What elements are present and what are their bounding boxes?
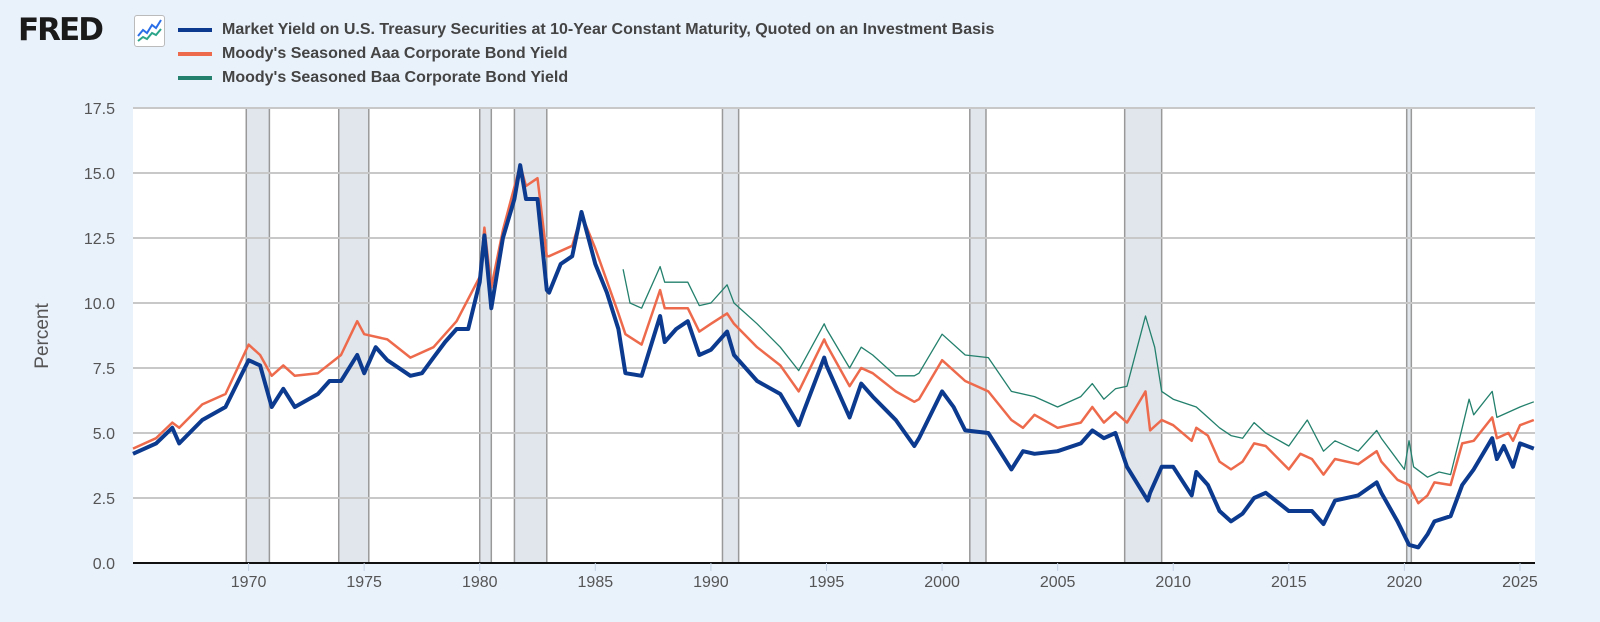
legend-label: Moody's Seasoned Baa Corporate Bond Yiel… bbox=[222, 69, 569, 86]
legend-label: Market Yield on U.S. Treasury Securities… bbox=[222, 21, 995, 38]
x-tick-label: 2000 bbox=[924, 574, 960, 591]
y-tick-label: 2.5 bbox=[93, 491, 115, 508]
series-line-0 bbox=[132, 163, 1535, 550]
y-tick-label: 5.0 bbox=[93, 426, 115, 443]
y-tick-label: 7.5 bbox=[93, 361, 115, 378]
x-tick-label: 1985 bbox=[578, 574, 614, 591]
x-tick-label: 1980 bbox=[462, 574, 498, 591]
legend-swatch bbox=[178, 52, 212, 56]
recession-band bbox=[969, 107, 987, 564]
x-tick-label: 2005 bbox=[1040, 574, 1076, 591]
x-tick-label: 1990 bbox=[693, 574, 729, 591]
y-tick-label: 10.0 bbox=[84, 296, 115, 313]
legend-item-aaa[interactable]: Moody's Seasoned Aaa Corporate Bond Yiel… bbox=[178, 42, 994, 66]
x-tick-label: 2015 bbox=[1271, 574, 1307, 591]
legend-swatch bbox=[178, 28, 212, 32]
legend-swatch bbox=[178, 76, 212, 80]
legend-item-baa[interactable]: Moody's Seasoned Baa Corporate Bond Yiel… bbox=[178, 66, 994, 90]
x-tick-label: 1975 bbox=[346, 574, 382, 591]
x-tick-label: 2010 bbox=[1155, 574, 1191, 591]
chart-legend: Market Yield on U.S. Treasury Securities… bbox=[178, 18, 994, 90]
recession-band bbox=[1405, 107, 1413, 564]
x-tick-label: 1995 bbox=[809, 574, 845, 591]
y-axis-label: Percent bbox=[32, 303, 53, 369]
y-tick-label: 0.0 bbox=[93, 556, 115, 573]
recession-band bbox=[1123, 107, 1163, 564]
fred-logo[interactable]: FRED bbox=[18, 12, 104, 48]
y-tick-label: 15.0 bbox=[84, 166, 115, 183]
chart-line-icon[interactable] bbox=[134, 15, 165, 47]
y-tick-label: 12.5 bbox=[84, 231, 115, 248]
x-tick-label: 2020 bbox=[1387, 574, 1423, 591]
recession-band bbox=[245, 107, 271, 564]
series-line-1 bbox=[132, 163, 1535, 505]
y-tick-label: 17.5 bbox=[84, 101, 115, 118]
recession-band bbox=[478, 107, 493, 564]
series-line-2 bbox=[622, 265, 1535, 478]
legend-label: Moody's Seasoned Aaa Corporate Bond Yiel… bbox=[222, 45, 568, 62]
recession-band bbox=[337, 107, 370, 564]
x-tick-label: 2025 bbox=[1502, 574, 1538, 591]
legend-item-dgs10[interactable]: Market Yield on U.S. Treasury Securities… bbox=[178, 18, 994, 42]
x-tick-label: 1970 bbox=[231, 574, 267, 591]
